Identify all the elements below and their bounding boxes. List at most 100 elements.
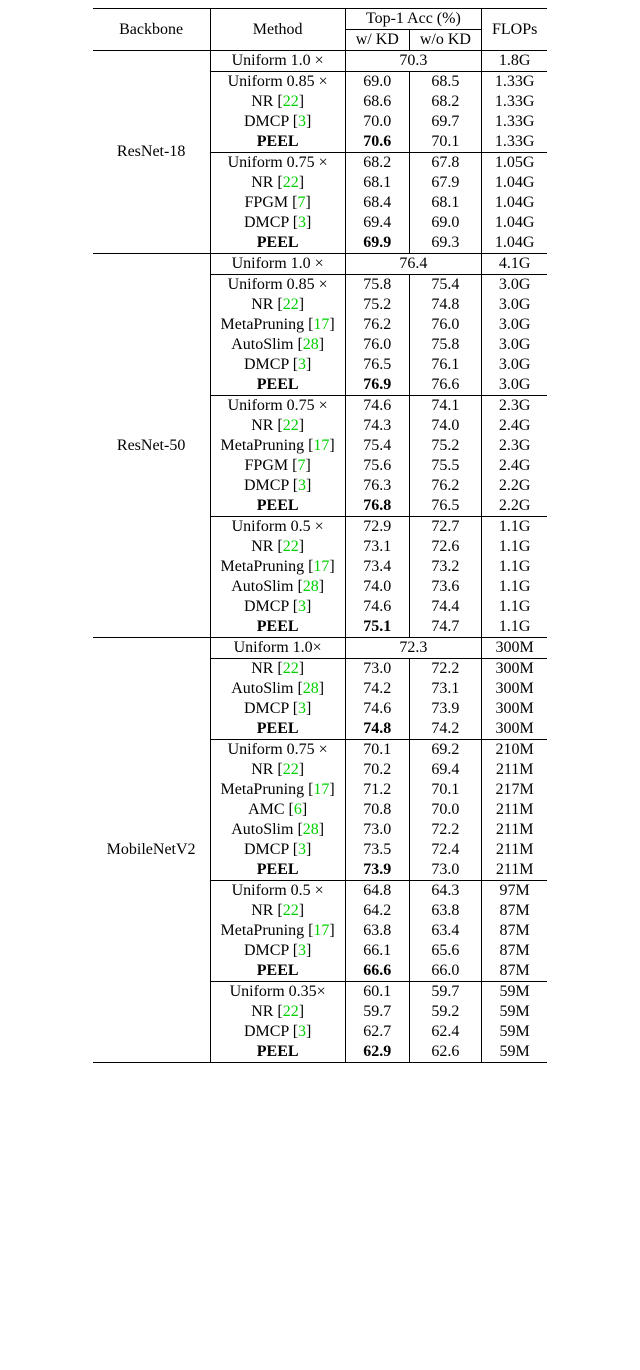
acc-wkd: 63.8 bbox=[345, 921, 409, 941]
acc-wkd: 70.2 bbox=[345, 760, 409, 780]
acc-wkd: 76.2 bbox=[345, 315, 409, 335]
flops-val: 87M bbox=[481, 921, 547, 941]
acc-wkd: 64.8 bbox=[345, 881, 409, 902]
acc-wokd: 73.1 bbox=[409, 679, 481, 699]
acc-wkd: 74.0 bbox=[345, 577, 409, 597]
acc-wkd: 68.4 bbox=[345, 193, 409, 213]
flops-val: 1.1G bbox=[481, 537, 547, 557]
acc-wokd: 74.0 bbox=[409, 416, 481, 436]
method-name: FPGM [7] bbox=[210, 456, 345, 476]
acc-wkd: 75.1 bbox=[345, 617, 409, 638]
flops-val: 217M bbox=[481, 780, 547, 800]
acc-wokd: 67.8 bbox=[409, 153, 481, 174]
method-name: Uniform 0.75 × bbox=[210, 396, 345, 417]
acc-wokd: 75.8 bbox=[409, 335, 481, 355]
acc-wkd: 64.2 bbox=[345, 901, 409, 921]
method-name: PEEL bbox=[210, 617, 345, 638]
flops-val: 300M bbox=[481, 719, 547, 740]
method-name: NR [22] bbox=[210, 295, 345, 315]
acc-merged: 72.3 bbox=[345, 638, 481, 659]
flops-val: 2.4G bbox=[481, 456, 547, 476]
flops-val: 300M bbox=[481, 699, 547, 719]
method-name: PEEL bbox=[210, 375, 345, 396]
flops-val: 3.0G bbox=[481, 355, 547, 375]
flops-val: 210M bbox=[481, 740, 547, 761]
flops-val: 1.04G bbox=[481, 233, 547, 254]
acc-wkd: 68.2 bbox=[345, 153, 409, 174]
method-name: FPGM [7] bbox=[210, 193, 345, 213]
method-name: Uniform 0.5 × bbox=[210, 881, 345, 902]
method-name: DMCP [3] bbox=[210, 699, 345, 719]
acc-wokd: 67.9 bbox=[409, 173, 481, 193]
acc-wokd: 73.6 bbox=[409, 577, 481, 597]
method-name: MetaPruning [17] bbox=[210, 921, 345, 941]
method-name: Uniform 1.0× bbox=[210, 638, 345, 659]
acc-wkd: 66.1 bbox=[345, 941, 409, 961]
acc-wkd: 70.6 bbox=[345, 132, 409, 153]
acc-wokd: 72.2 bbox=[409, 659, 481, 680]
method-name: NR [22] bbox=[210, 901, 345, 921]
acc-wkd: 69.0 bbox=[345, 72, 409, 93]
acc-merged: 76.4 bbox=[345, 254, 481, 275]
acc-wokd: 75.2 bbox=[409, 436, 481, 456]
acc-wkd: 76.5 bbox=[345, 355, 409, 375]
flops-val: 1.1G bbox=[481, 577, 547, 597]
method-name: DMCP [3] bbox=[210, 213, 345, 233]
acc-wokd: 69.4 bbox=[409, 760, 481, 780]
acc-wkd: 75.6 bbox=[345, 456, 409, 476]
method-name: DMCP [3] bbox=[210, 476, 345, 496]
acc-wkd: 69.4 bbox=[345, 213, 409, 233]
acc-wkd: 73.0 bbox=[345, 659, 409, 680]
acc-wkd: 66.6 bbox=[345, 961, 409, 982]
method-name: Uniform 0.85 × bbox=[210, 275, 345, 296]
acc-wokd: 62.4 bbox=[409, 1022, 481, 1042]
acc-wokd: 74.4 bbox=[409, 597, 481, 617]
col-top1: Top-1 Acc (%) bbox=[345, 9, 481, 30]
acc-wokd: 72.4 bbox=[409, 840, 481, 860]
acc-wkd: 60.1 bbox=[345, 982, 409, 1003]
col-flops: FLOPs bbox=[481, 9, 547, 51]
method-name: NR [22] bbox=[210, 760, 345, 780]
method-name: PEEL bbox=[210, 719, 345, 740]
acc-wokd: 70.1 bbox=[409, 780, 481, 800]
method-name: PEEL bbox=[210, 1042, 345, 1063]
flops-val: 300M bbox=[481, 659, 547, 680]
method-name: MetaPruning [17] bbox=[210, 557, 345, 577]
acc-wkd: 74.8 bbox=[345, 719, 409, 740]
acc-wokd: 59.2 bbox=[409, 1002, 481, 1022]
flops-val: 1.05G bbox=[481, 153, 547, 174]
method-name: PEEL bbox=[210, 132, 345, 153]
flops-val: 3.0G bbox=[481, 315, 547, 335]
acc-wkd: 69.9 bbox=[345, 233, 409, 254]
method-name: NR [22] bbox=[210, 537, 345, 557]
backbone-name: ResNet-50 bbox=[93, 254, 210, 638]
col-method: Method bbox=[210, 9, 345, 51]
acc-wkd: 74.2 bbox=[345, 679, 409, 699]
acc-wkd: 73.1 bbox=[345, 537, 409, 557]
acc-wokd: 74.7 bbox=[409, 617, 481, 638]
acc-wokd: 76.6 bbox=[409, 375, 481, 396]
method-name: NR [22] bbox=[210, 416, 345, 436]
acc-wokd: 68.1 bbox=[409, 193, 481, 213]
acc-wokd: 63.4 bbox=[409, 921, 481, 941]
acc-wkd: 76.3 bbox=[345, 476, 409, 496]
acc-wkd: 71.2 bbox=[345, 780, 409, 800]
method-name: PEEL bbox=[210, 496, 345, 517]
acc-wkd: 70.1 bbox=[345, 740, 409, 761]
method-name: MetaPruning [17] bbox=[210, 780, 345, 800]
acc-wkd: 75.2 bbox=[345, 295, 409, 315]
results-table: BackboneMethodTop-1 Acc (%)FLOPsw/ KDw/o… bbox=[93, 8, 548, 1063]
acc-wokd: 66.0 bbox=[409, 961, 481, 982]
method-name: PEEL bbox=[210, 961, 345, 982]
method-name: Uniform 0.85 × bbox=[210, 72, 345, 93]
acc-wokd: 76.5 bbox=[409, 496, 481, 517]
flops-val: 300M bbox=[481, 638, 547, 659]
acc-wokd: 74.8 bbox=[409, 295, 481, 315]
acc-wokd: 72.7 bbox=[409, 517, 481, 538]
flops-val: 3.0G bbox=[481, 275, 547, 296]
flops-val: 4.1G bbox=[481, 254, 547, 275]
method-name: PEEL bbox=[210, 860, 345, 881]
method-name: AutoSlim [28] bbox=[210, 679, 345, 699]
acc-wokd: 68.5 bbox=[409, 72, 481, 93]
acc-wkd: 73.0 bbox=[345, 820, 409, 840]
